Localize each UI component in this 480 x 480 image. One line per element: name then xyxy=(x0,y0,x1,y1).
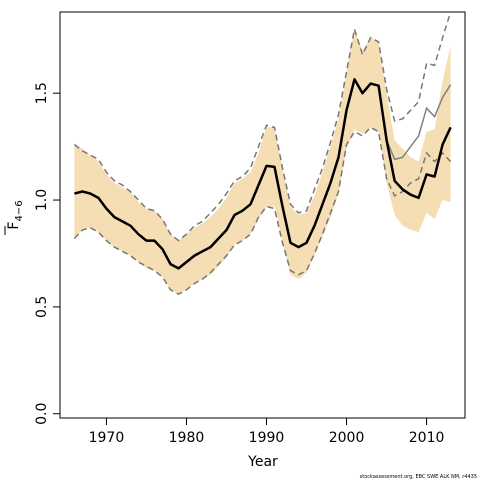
retrospective-layer xyxy=(73,11,452,295)
y-tick-label-1: 1.0 xyxy=(34,189,50,211)
series-0-lower-line xyxy=(73,126,452,295)
x-tick-label-2010: 2010 xyxy=(409,430,445,446)
series-1-line xyxy=(385,84,452,161)
plot-frame xyxy=(59,11,466,419)
y-tick-label-1.5: 1.5 xyxy=(34,82,50,104)
x-tick-label-1990: 1990 xyxy=(249,430,285,446)
y-axis-title: F4−6 xyxy=(4,200,25,235)
x-axis: 1970 1980 1990 2000 2010 xyxy=(89,418,445,446)
svg-text:F4−6: F4−6 xyxy=(6,200,25,229)
y-axis-title-main: F xyxy=(6,222,22,230)
credit-text: stockassessment.org, EBC SWE ALK NM, r44… xyxy=(360,474,477,480)
confidence-band-layer xyxy=(74,29,451,295)
series-0-upper-line xyxy=(73,11,452,242)
x-tick-label-2000: 2000 xyxy=(329,430,365,446)
y-axis: 0.0 0.5 1.0 1.5 xyxy=(34,82,60,425)
y-tick-label-0: 0.0 xyxy=(34,403,50,425)
estimate-layer xyxy=(74,78,452,270)
estimate-line xyxy=(74,78,452,270)
y-axis-title-sub: 4−6 xyxy=(14,200,25,221)
confidence-band xyxy=(74,29,451,295)
x-axis-title: Year xyxy=(247,454,278,470)
x-tick-label-1980: 1980 xyxy=(169,430,205,446)
y-tick-label-0.5: 0.5 xyxy=(34,296,50,318)
x-tick-label-1970: 1970 xyxy=(89,430,125,446)
